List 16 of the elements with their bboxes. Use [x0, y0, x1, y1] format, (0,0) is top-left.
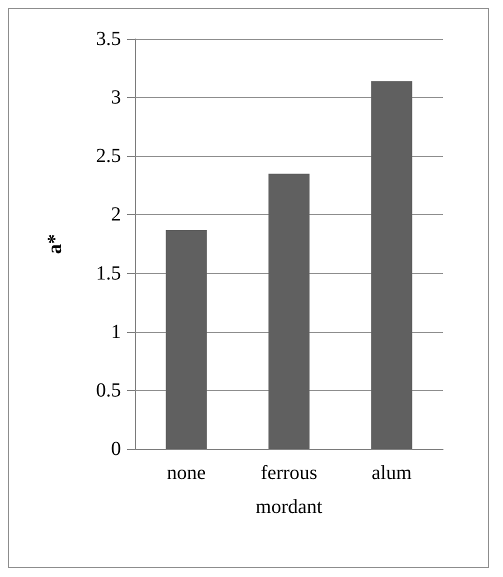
y-tick-label: 1.5: [96, 262, 121, 284]
y-tick-label: 3: [111, 86, 121, 109]
x-tick-label: alum: [372, 462, 412, 484]
bar: [268, 174, 310, 449]
x-tick-label: ferrous: [260, 462, 318, 484]
x-axis-title: mordant: [256, 496, 323, 518]
y-tick-label: 2: [111, 204, 121, 226]
x-tick-label: none: [166, 462, 206, 484]
y-tick-label: 0: [111, 438, 121, 460]
bar: [371, 81, 412, 449]
y-tick-label: 2.5: [96, 145, 121, 168]
y-tick-label: 1: [111, 320, 121, 343]
bar: [166, 230, 207, 449]
y-tick-label: 3.5: [96, 28, 121, 50]
y-tick-label: 0.5: [96, 379, 121, 402]
y-axis-title: a*: [44, 234, 66, 254]
